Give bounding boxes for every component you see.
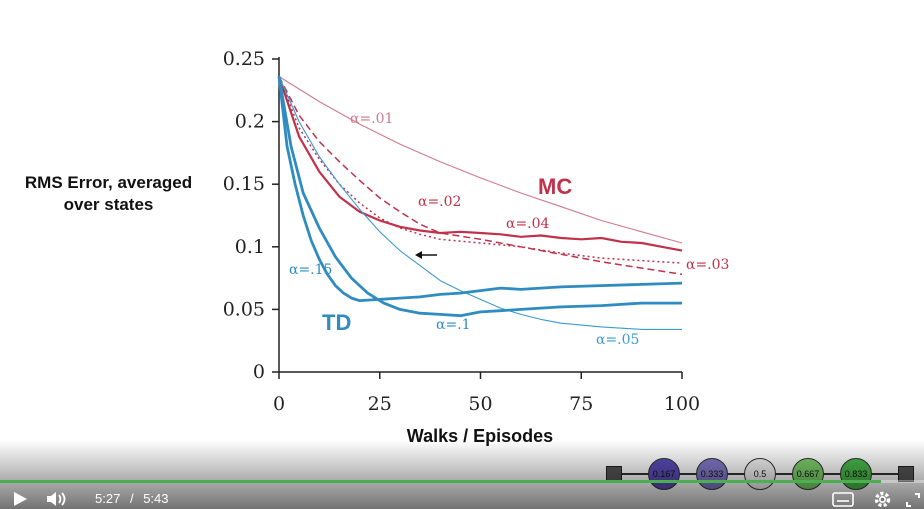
progress-bar-fill [0,480,881,483]
x-tick-label: 0 [273,393,285,415]
player-controls: 5:27 / 5:43 [0,486,924,509]
td-group-label: TD [322,310,352,335]
y-tick-label: 0.25 [223,48,265,70]
volume-icon[interactable] [46,490,68,508]
series-labels-layer: α=.01 α=.02 α=.03 α=.04 α=.05 α=.1 α=.15 [289,111,729,348]
series-layer [277,76,683,330]
time-display: 5:27 / 5:43 [92,491,172,506]
x-tick-label: 75 [569,393,593,415]
y-axis-label: RMS Error, averaged over states [24,173,193,214]
series-label: α=.15 [289,262,332,278]
subtitles-icon[interactable] [832,492,854,507]
player-gradient [0,440,924,509]
series-line [277,76,683,302]
fullscreen-icon[interactable] [905,492,921,508]
series-line [278,76,682,330]
series-line [277,76,682,318]
x-tick-label: 100 [664,393,700,415]
axes: 0 0.05 0.1 0.15 0.2 0.25 0 25 50 75 100 [223,48,700,415]
series-line [277,76,683,252]
series-label: α=.05 [596,332,639,348]
y-tick-label: 0 [253,361,265,383]
series-label: α=.02 [418,194,461,210]
mc-group-label: MC [538,174,573,199]
play-icon[interactable] [12,491,28,507]
series-line [278,76,683,264]
series-line [278,76,683,276]
y-tick-label: 0.05 [223,298,265,320]
progress-bar[interactable] [0,480,924,483]
time-current: 5:27 [95,491,121,506]
series-line [278,76,683,244]
y-tick-label: 0.15 [223,173,265,195]
y-tick-label: 0.1 [235,236,265,258]
x-tick-label: 50 [468,393,492,415]
time-total: 5:43 [143,491,169,506]
series-label: α=.03 [686,257,729,273]
arrow-annotation [415,251,437,259]
gear-icon[interactable] [873,490,892,509]
series-label: α=.01 [350,111,393,127]
series-label: α=.1 [436,317,471,333]
y-tick-label: 0.2 [235,111,265,133]
x-tick-label: 25 [368,393,392,415]
time-separator: / [129,491,134,506]
series-label: α=.04 [506,216,550,232]
